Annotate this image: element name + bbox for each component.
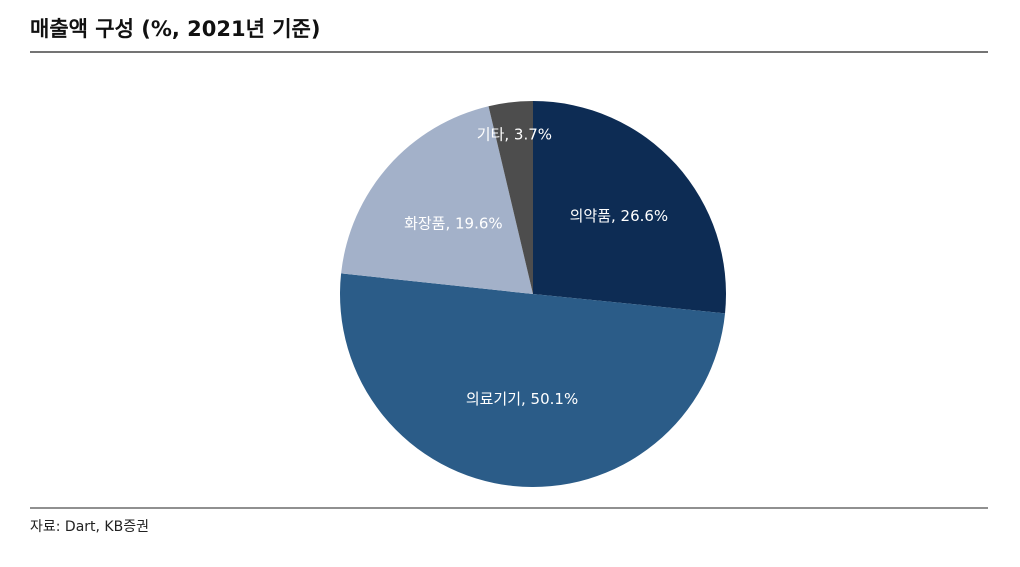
pie-slice bbox=[340, 273, 726, 487]
data-label: 의약품, 26.6% bbox=[570, 207, 669, 225]
data-label: 의료기기, 50.1% bbox=[466, 390, 578, 408]
pie-slice bbox=[488, 101, 533, 294]
pie-slice bbox=[533, 101, 727, 314]
data-label: 기타, 3.7% bbox=[477, 125, 552, 143]
chart-title: 매출액 구성 (%, 2021년 기준) bbox=[30, 17, 320, 41]
source: 자료: Dart, KB증권 bbox=[30, 519, 149, 535]
data-label: 화장품, 19.6% bbox=[404, 214, 503, 232]
pie: 의약품, 26.6% 의료기기, 50.1% 화장품, 19.6% 기타, 3.7% bbox=[340, 101, 727, 487]
pie-slice bbox=[341, 106, 533, 294]
